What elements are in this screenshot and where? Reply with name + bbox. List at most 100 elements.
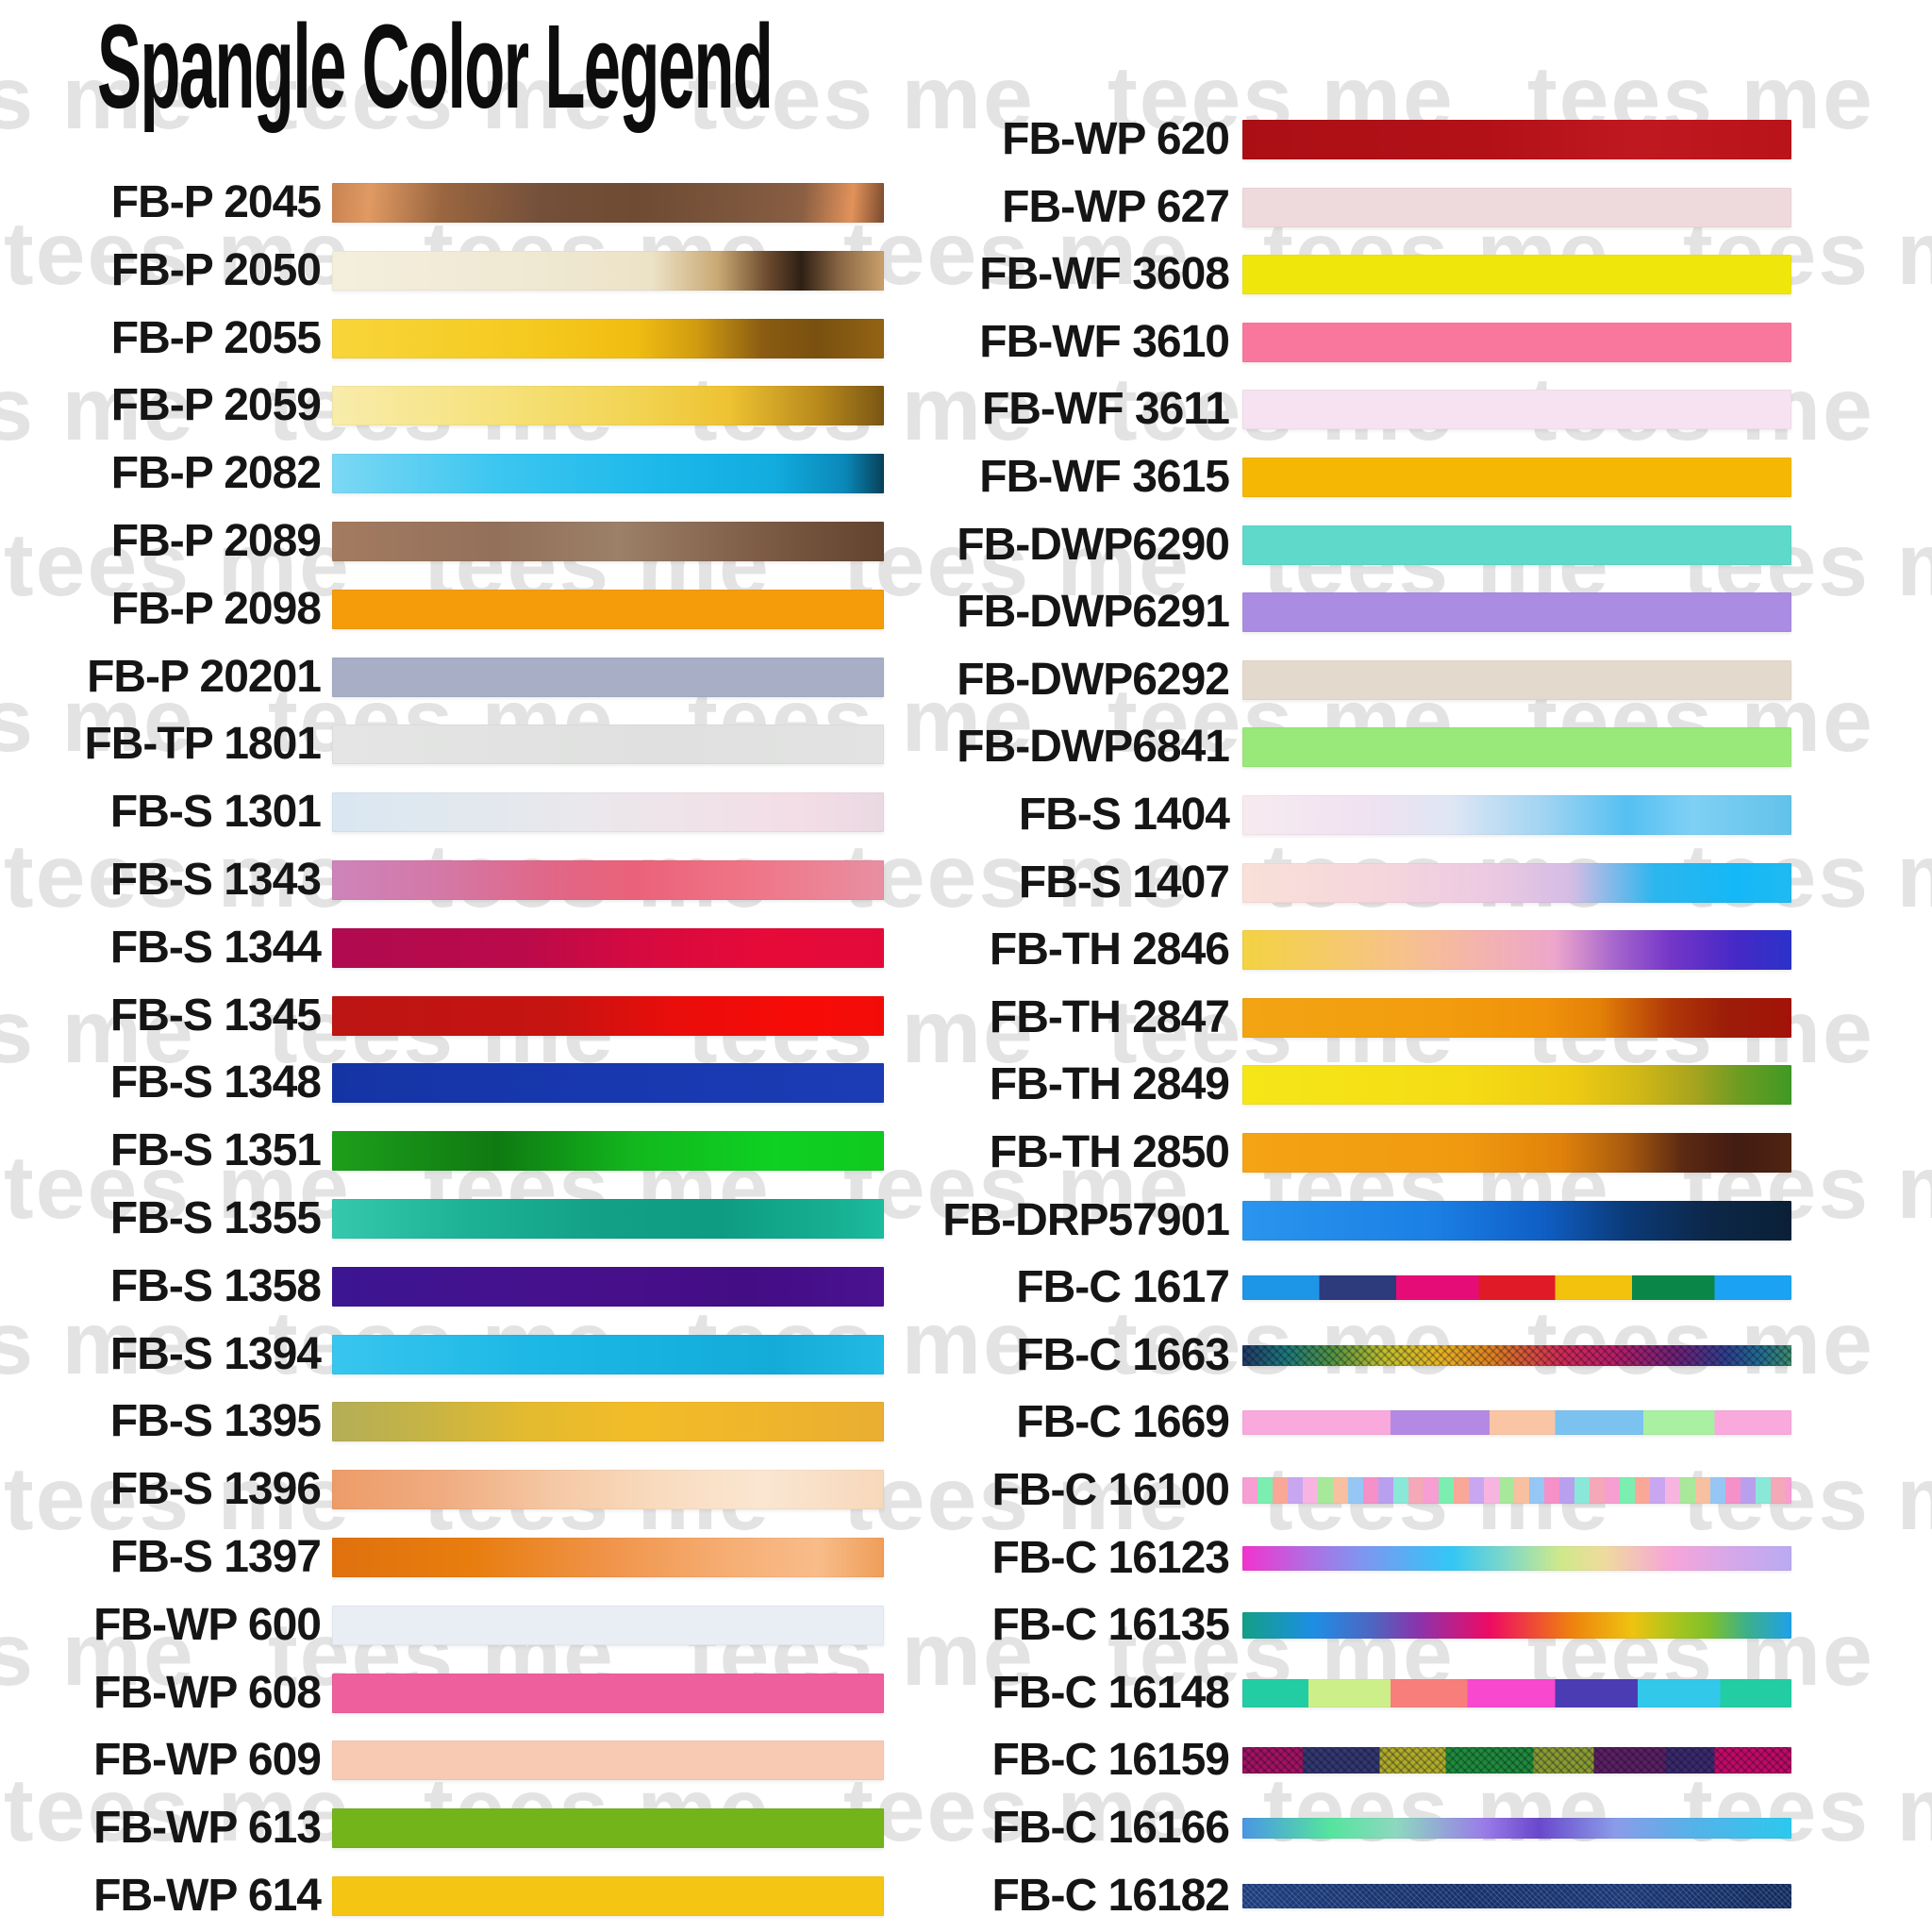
watermark-text: tees me [688, 1912, 1035, 1932]
swatch-label: FB-C 16159 [991, 1735, 1230, 1786]
swatch-texture [1242, 1344, 1791, 1366]
swatch-label: FB-S 1394 [109, 1328, 322, 1379]
swatch-label: FB-C 16166 [991, 1803, 1230, 1853]
page-title: Spangle Color Legend [97, 0, 774, 133]
watermark-text: tees me [1108, 1293, 1455, 1393]
color-swatch-fb-wp-620 [1242, 120, 1791, 159]
color-swatch-fb-p-2059 [332, 386, 884, 426]
color-swatch-fb-c-16100 [1242, 1477, 1791, 1504]
color-swatch-fb-s-1396 [332, 1470, 884, 1510]
color-swatch-fb-c-16123 [1242, 1545, 1791, 1571]
watermark-text: tees me [1527, 1293, 1874, 1393]
color-swatch-fb-wp-613 [332, 1808, 884, 1849]
swatch-label: FB-WP 620 [1002, 114, 1230, 164]
color-swatch-fb-c-16148 [1242, 1678, 1791, 1707]
swatch-label: FB-TP 1801 [84, 719, 322, 770]
swatch-label: FB-P 2055 [110, 312, 322, 363]
swatch-label: FB-TH 2846 [989, 924, 1230, 975]
swatch-label: FB-S 1301 [109, 787, 322, 838]
watermark-text: tees me [1683, 1760, 1932, 1860]
color-swatch-fb-wp-608 [332, 1673, 884, 1713]
swatch-label: FB-S 1344 [109, 922, 322, 973]
watermark-text: tees me [843, 515, 1191, 615]
watermark-text: tees me [268, 1912, 615, 1932]
watermark-text: tees me [0, 671, 195, 771]
swatch-label: FB-S 1395 [109, 1396, 322, 1447]
swatch-label: FB-S 1396 [109, 1464, 322, 1515]
watermark-text: tees me [0, 359, 195, 459]
color-swatch-fb-wf-3608 [1242, 255, 1791, 295]
color-swatch-fb-p-2098 [332, 589, 884, 629]
watermark-text: tees me [843, 1138, 1191, 1238]
color-swatch-fb-s-1345 [332, 995, 884, 1036]
watermark-text: tees me [268, 48, 615, 148]
swatch-label: FB-S 1348 [109, 1058, 322, 1108]
swatch-label: FB-TH 2850 [989, 1127, 1230, 1177]
swatch-label: FB-S 1355 [109, 1193, 322, 1243]
color-swatch-fb-th-2847 [1242, 997, 1791, 1038]
swatch-label: FB-C 16123 [991, 1532, 1230, 1583]
swatch-label: FB-WP 608 [93, 1667, 322, 1718]
color-swatch-fb-dwp6841 [1242, 727, 1791, 768]
swatch-label: FB-P 2082 [110, 448, 322, 499]
color-swatch-fb-wf-3611 [1242, 390, 1791, 430]
color-swatch-fb-c-1663 [1242, 1344, 1791, 1366]
watermark-text: tees me [843, 204, 1191, 304]
color-swatch-fb-dwp6290 [1242, 525, 1791, 565]
swatch-texture [1242, 1747, 1791, 1774]
color-swatch-fb-s-1348 [332, 1063, 884, 1104]
color-swatch-fb-s-1301 [332, 792, 884, 833]
watermark-text: tees me [4, 1760, 351, 1860]
watermark-text: tees me [0, 1912, 195, 1932]
color-swatch-fb-p-2055 [332, 318, 884, 358]
swatch-label: FB-WP 613 [93, 1803, 322, 1854]
swatch-label: FB-WF 3615 [979, 452, 1230, 502]
swatch-label: FB-C 16148 [991, 1667, 1230, 1718]
swatch-label: FB-C 1669 [1016, 1397, 1230, 1448]
color-swatch-fb-th-2846 [1242, 930, 1791, 971]
color-swatch-fb-s-1407 [1242, 862, 1791, 903]
color-swatch-fb-th-2850 [1242, 1133, 1791, 1173]
color-swatch-fb-drp57901 [1242, 1200, 1791, 1241]
swatch-label: FB-WP 614 [93, 1871, 322, 1921]
watermark-text: tees me [1527, 1912, 1874, 1932]
watermark-text: tees me [843, 826, 1191, 926]
watermark-text: tees me [4, 1449, 351, 1549]
swatch-label: FB-P 2089 [110, 516, 322, 566]
swatch-label: FB-S 1397 [109, 1532, 322, 1582]
watermark-text: tees me [4, 515, 351, 615]
swatch-label: FB-P 2098 [110, 583, 322, 634]
color-swatch-fb-p-2089 [332, 522, 884, 561]
watermark-text: tees me [843, 1449, 1191, 1549]
swatch-label: FB-WF 3610 [979, 316, 1230, 367]
swatch-label: FB-TH 2849 [989, 1059, 1230, 1110]
color-swatch-fb-p-2082 [332, 454, 884, 494]
swatch-label: FB-C 1663 [1016, 1329, 1230, 1380]
watermark-text: tees me [0, 48, 195, 148]
swatch-label: FB-S 1407 [1018, 857, 1230, 908]
swatch-label: FB-C 16100 [991, 1465, 1230, 1515]
swatch-label: FB-WF 3611 [981, 384, 1230, 435]
color-swatch-fb-s-1343 [332, 860, 884, 900]
swatch-label: FB-S 1351 [109, 1125, 322, 1176]
swatch-label: FB-C 1617 [1016, 1262, 1230, 1313]
color-swatch-fb-p-20201 [332, 657, 884, 697]
color-swatch-fb-s-1344 [332, 927, 884, 968]
color-swatch-fb-p-2045 [332, 183, 884, 223]
swatch-label: FB-WF 3608 [979, 249, 1230, 300]
color-swatch-fb-p-2050 [332, 250, 884, 291]
color-swatch-fb-wf-3615 [1242, 458, 1791, 497]
swatch-label: FB-S 1404 [1018, 790, 1230, 840]
color-swatch-fb-c-1669 [1242, 1410, 1791, 1436]
swatch-label: FB-DWP6841 [957, 722, 1230, 773]
watermark-text: tees me [843, 1760, 1191, 1860]
color-swatch-fb-th-2849 [1242, 1065, 1791, 1106]
swatch-label: FB-P 2050 [110, 244, 322, 295]
watermark-text: tees me [688, 48, 1035, 148]
swatch-label: FB-WP 609 [93, 1735, 322, 1786]
watermark-text: tees me [4, 826, 351, 926]
swatch-label: FB-DRP57901 [942, 1194, 1230, 1245]
color-swatch-fb-s-1358 [332, 1266, 884, 1307]
color-swatch-fb-wp-600 [332, 1605, 884, 1645]
